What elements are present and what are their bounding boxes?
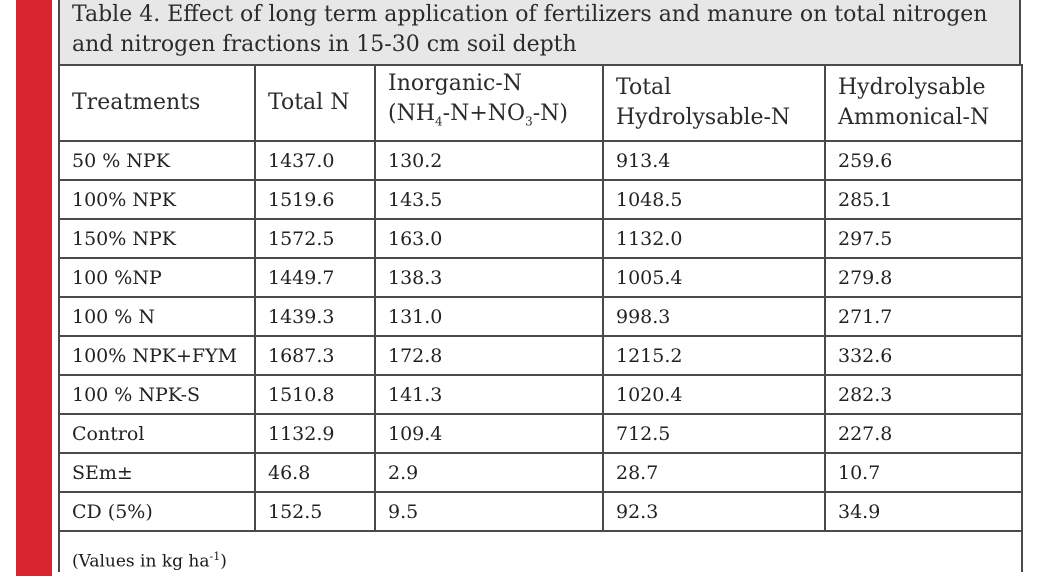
cell-total-hydrolysable-n: 1005.4: [602, 257, 826, 298]
header-treatments: Treatments: [58, 64, 256, 142]
header-hydrolysable-ammonical-n: Hydrolysable Ammonical-N: [824, 64, 1023, 142]
cell-inorganic-n: 9.5: [374, 491, 604, 532]
header-total-n: Total N: [254, 64, 376, 142]
cell-total-hydrolysable-n: 1215.2: [602, 335, 826, 376]
cell-ammonical-n: 297.5: [824, 218, 1023, 259]
cell-total-n: 1449.7: [254, 257, 376, 298]
cell-treatment: 100 % N: [58, 296, 256, 337]
caption-line-2: and nitrogen fractions in 15-30 cm soil …: [72, 32, 577, 57]
table-row: 100 % N 1439.3 131.0 998.3 271.7: [58, 296, 1023, 337]
cell-ammonical-n: 285.1: [824, 179, 1023, 220]
header-inorganic-n: Inorganic-N (NH4-N+NO3-N): [374, 64, 604, 142]
table-row: 100% NPK+FYM 1687.3 172.8 1215.2 332.6: [58, 335, 1023, 376]
table-row: CD (5%) 152.5 9.5 92.3 34.9: [58, 491, 1023, 532]
table-caption: Table 4. Effect of long term application…: [58, 0, 1021, 64]
cell-total-hydrolysable-n: 92.3: [602, 491, 826, 532]
cell-ammonical-n: 259.6: [824, 140, 1023, 181]
cell-total-hydrolysable-n: 1132.0: [602, 218, 826, 259]
cell-ammonical-n: 10.7: [824, 452, 1023, 493]
cell-total-n: 1132.9: [254, 413, 376, 454]
cell-total-n: 1519.6: [254, 179, 376, 220]
cell-total-n: 1439.3: [254, 296, 376, 337]
table-row: 100 %NP 1449.7 138.3 1005.4 279.8: [58, 257, 1023, 298]
cell-total-hydrolysable-n: 1048.5: [602, 179, 826, 220]
cell-total-n: 46.8: [254, 452, 376, 493]
header-total-hydrolysable-n: Total Hydrolysable-N: [602, 64, 826, 142]
cell-treatment: 100% NPK+FYM: [58, 335, 256, 376]
table-row: SEm± 46.8 2.9 28.7 10.7: [58, 452, 1023, 493]
cell-total-hydrolysable-n: 1020.4: [602, 374, 826, 415]
cell-total-hydrolysable-n: 712.5: [602, 413, 826, 454]
cell-ammonical-n: 332.6: [824, 335, 1023, 376]
cell-total-hydrolysable-n: 913.4: [602, 140, 826, 181]
header-row: Treatments Total N Inorganic-N (NH4-N+NO…: [58, 64, 1023, 142]
cell-inorganic-n: 143.5: [374, 179, 604, 220]
cell-treatment: 150% NPK: [58, 218, 256, 259]
cell-inorganic-n: 109.4: [374, 413, 604, 454]
footnote: (Values in kg ha-1): [58, 530, 1023, 572]
cell-total-n: 152.5: [254, 491, 376, 532]
cell-inorganic-n: 138.3: [374, 257, 604, 298]
red-side-bar: [16, 0, 52, 576]
table-row: 150% NPK 1572.5 163.0 1132.0 297.5: [58, 218, 1023, 259]
table-row: 100% NPK 1519.6 143.5 1048.5 285.1: [58, 179, 1023, 220]
cell-inorganic-n: 163.0: [374, 218, 604, 259]
header-inorganic-line1: Inorganic-N: [388, 71, 523, 97]
nitrogen-table: Treatments Total N Inorganic-N (NH4-N+NO…: [58, 64, 1023, 572]
cell-total-hydrolysable-n: 28.7: [602, 452, 826, 493]
cell-treatment: 100% NPK: [58, 179, 256, 220]
table-row: 50 % NPK 1437.0 130.2 913.4 259.6: [58, 140, 1023, 181]
cell-total-n: 1510.8: [254, 374, 376, 415]
cell-treatment: 100 %NP: [58, 257, 256, 298]
cell-ammonical-n: 227.8: [824, 413, 1023, 454]
cell-ammonical-n: 34.9: [824, 491, 1023, 532]
cell-inorganic-n: 130.2: [374, 140, 604, 181]
cell-inorganic-n: 141.3: [374, 374, 604, 415]
header-inorganic-line2: (NH4-N+NO3-N): [388, 101, 568, 129]
cell-total-n: 1437.0: [254, 140, 376, 181]
cell-treatment: Control: [58, 413, 256, 454]
cell-treatment: SEm±: [58, 452, 256, 493]
cell-total-n: 1687.3: [254, 335, 376, 376]
cell-treatment: 50 % NPK: [58, 140, 256, 181]
cell-inorganic-n: 131.0: [374, 296, 604, 337]
cell-total-n: 1572.5: [254, 218, 376, 259]
cell-ammonical-n: 282.3: [824, 374, 1023, 415]
table-row: Control 1132.9 109.4 712.5 227.8: [58, 413, 1023, 454]
cell-inorganic-n: 172.8: [374, 335, 604, 376]
cell-treatment: CD (5%): [58, 491, 256, 532]
table-row: 100 % NPK-S 1510.8 141.3 1020.4 282.3: [58, 374, 1023, 415]
caption-line-1: Table 4. Effect of long term application…: [72, 2, 988, 27]
cell-ammonical-n: 271.7: [824, 296, 1023, 337]
footnote-row: (Values in kg ha-1): [58, 530, 1023, 572]
table-container: Table 4. Effect of long term application…: [58, 0, 1023, 572]
cell-inorganic-n: 2.9: [374, 452, 604, 493]
cell-total-hydrolysable-n: 998.3: [602, 296, 826, 337]
cell-ammonical-n: 279.8: [824, 257, 1023, 298]
cell-treatment: 100 % NPK-S: [58, 374, 256, 415]
